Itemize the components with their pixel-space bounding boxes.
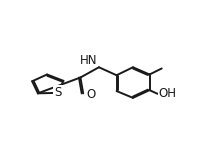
Text: OH: OH (159, 87, 177, 100)
Text: S: S (54, 86, 62, 99)
Text: O: O (86, 88, 96, 101)
Text: HN: HN (80, 54, 98, 67)
